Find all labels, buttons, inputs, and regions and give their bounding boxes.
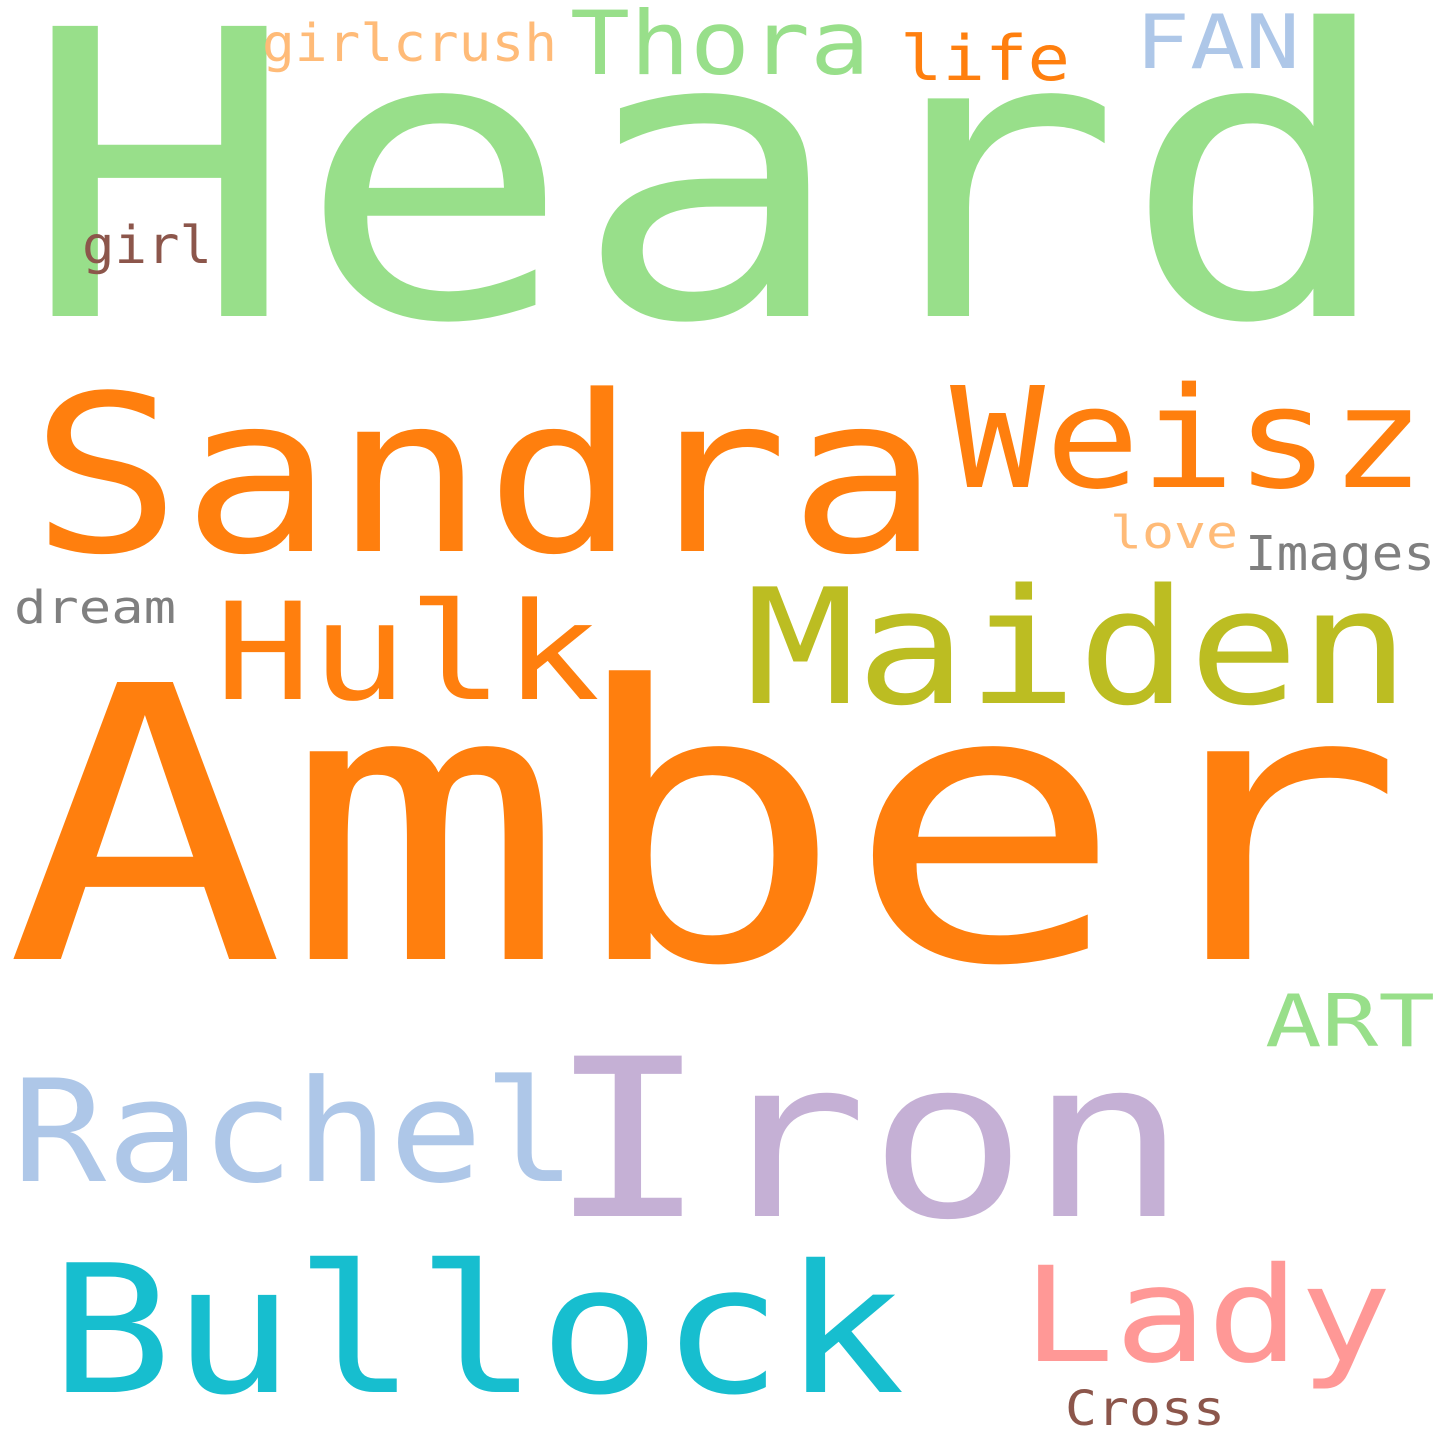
- word-heard: Heard: [22, 0, 1398, 410]
- word-girl: girl: [82, 216, 213, 276]
- word-lady: Lady: [1022, 1239, 1392, 1393]
- word-rachel: Rachel: [12, 1050, 578, 1215]
- word-love: love: [1110, 506, 1239, 559]
- word-amber: Amber: [5, 606, 1406, 1049]
- word-girlcrush: girlcrush: [262, 14, 558, 74]
- word-art: ART: [1265, 979, 1435, 1063]
- word-dream: dream: [14, 581, 176, 634]
- word-life: life: [900, 22, 1071, 95]
- word-sandra: Sandra: [30, 350, 941, 603]
- word-iron: Iron: [548, 1012, 1189, 1268]
- word-thora: Thora: [570, 0, 871, 95]
- word-bullock: Bullock: [50, 1227, 906, 1434]
- word-fan: FAN: [1135, 0, 1301, 86]
- word-images: Images: [1245, 526, 1436, 582]
- word-weisz: Weisz: [950, 358, 1426, 521]
- word-hulk: Hulk: [215, 574, 600, 731]
- word-cross: Cross: [1065, 1381, 1226, 1437]
- word-maiden: Maiden: [745, 554, 1411, 741]
